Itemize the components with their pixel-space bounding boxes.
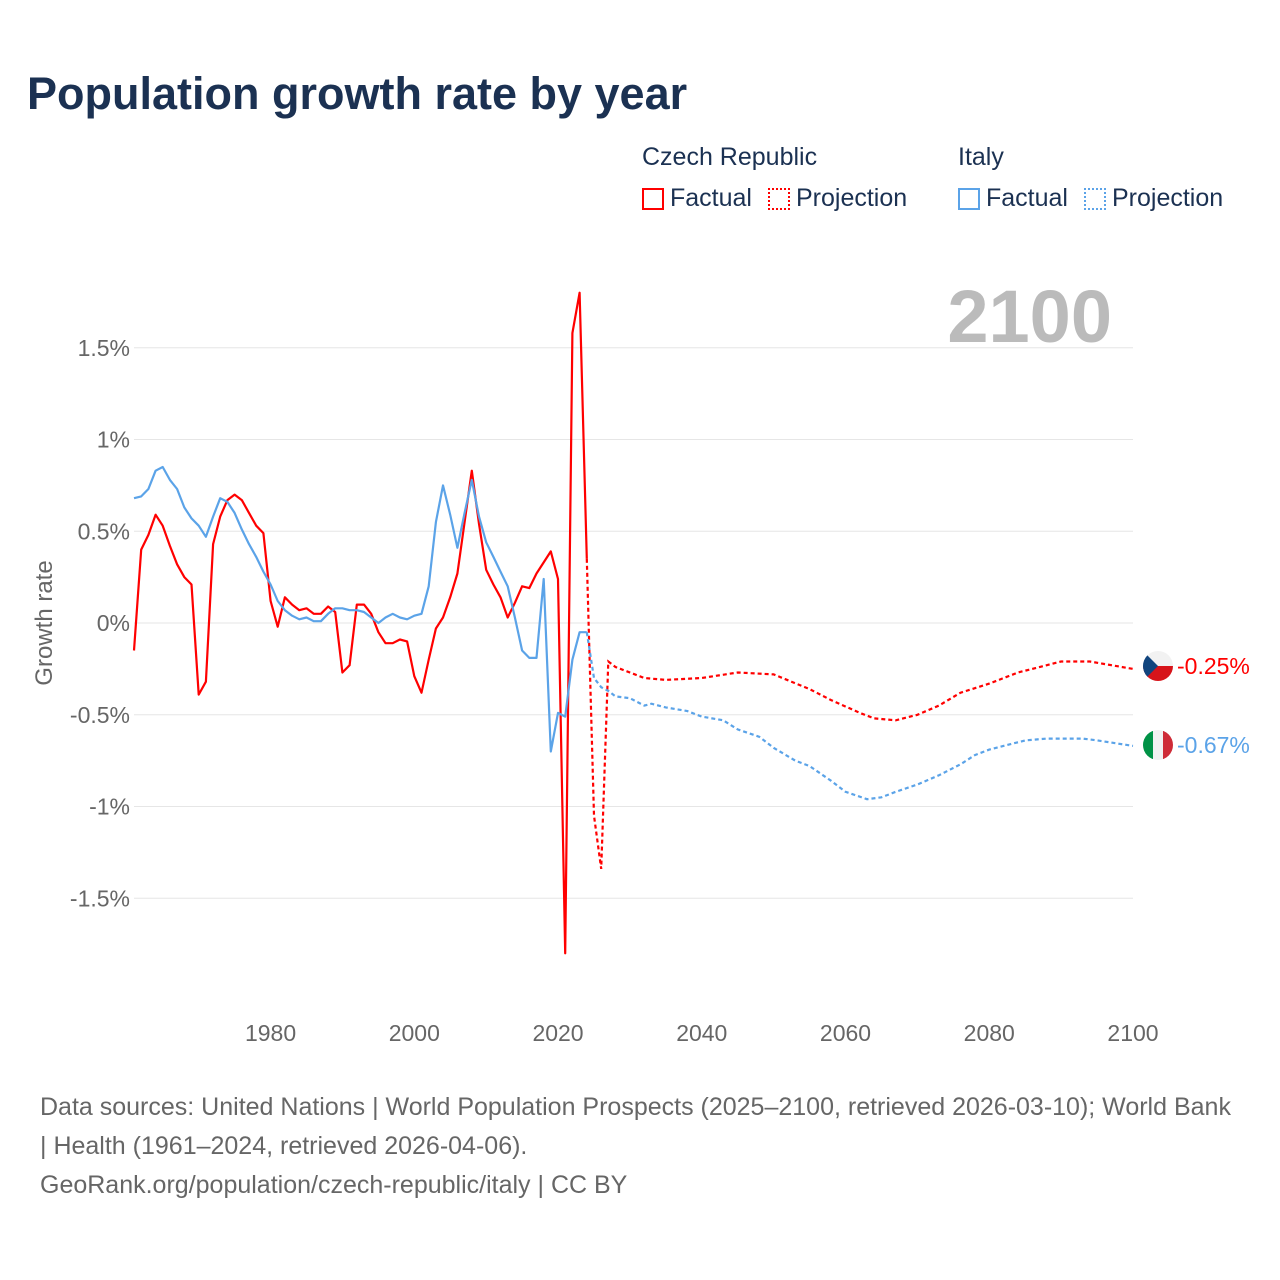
x-axis: 1980 2000 2020 2040 2060 2080 2100 <box>245 1020 1159 1046</box>
legend-italy-factual[interactable]: Factual <box>958 184 1068 213</box>
y-tick-label: 1% <box>97 427 130 453</box>
x-tick-label: 1980 <box>245 1020 296 1046</box>
y-tick-label: 1.5% <box>78 335 130 361</box>
legend-czech-projection[interactable]: Projection <box>767 184 908 213</box>
x-tick-label: 2080 <box>964 1020 1015 1046</box>
x-tick-label: 2000 <box>389 1020 440 1046</box>
legend-italy: Italy Factual Projection <box>958 143 1223 213</box>
czech-republic-factual-line <box>132 291 588 955</box>
y-tick-label: 0.5% <box>78 518 130 544</box>
projection-swatch-icon <box>1083 187 1106 210</box>
x-tick-label: 2040 <box>676 1020 727 1046</box>
x-tick-label: 2100 <box>1107 1020 1158 1046</box>
italy-flag-icon <box>1143 730 1173 760</box>
projection-swatch-icon <box>767 187 790 210</box>
factual-swatch-icon <box>958 187 980 210</box>
czech-republic-projection-line <box>585 558 1134 870</box>
footer: Data sources: United Nations | World Pop… <box>40 1088 1240 1205</box>
factual-swatch-icon <box>642 187 664 210</box>
gridlines <box>134 347 1133 899</box>
x-tick-label: 2060 <box>820 1020 871 1046</box>
legend-czech-republic: Czech Republic Factual Projection <box>642 143 907 213</box>
legend-label: Projection <box>795 184 908 212</box>
italy-projection-line <box>585 632 1134 801</box>
y-tick-label: -1% <box>89 794 130 820</box>
chart-title: Population growth rate by year <box>27 68 688 119</box>
czech-end-label: -0.25% <box>1177 653 1250 679</box>
legend-label: Factual <box>986 184 1068 212</box>
series-lines <box>132 291 1134 955</box>
y-tick-label: 0% <box>97 610 130 636</box>
italy-factual-line <box>133 465 587 753</box>
year-display: 2100 <box>947 275 1112 358</box>
legend-group-name: Czech Republic <box>642 143 818 171</box>
legend-label: Projection <box>1111 184 1224 212</box>
y-axis-label: Growth rate <box>31 560 58 685</box>
y-tick-label: -0.5% <box>70 702 130 728</box>
czech-flag-icon <box>1143 651 1173 681</box>
credit-link[interactable]: GeoRank.org/population/czech-republic/it… <box>40 1171 628 1199</box>
italy-end-label: -0.67% <box>1177 732 1250 758</box>
data-sources: Data sources: United Nations | World Pop… <box>40 1093 1231 1160</box>
legend-group-name: Italy <box>958 143 1004 171</box>
x-tick-label: 2020 <box>532 1020 583 1046</box>
y-axis: 1.5% 1% 0.5% 0% -0.5% -1% -1.5% <box>70 335 130 912</box>
y-tick-label: -1.5% <box>70 885 130 911</box>
legend-czech-factual[interactable]: Factual <box>642 184 752 213</box>
legend-italy-projection[interactable]: Projection <box>1083 184 1224 213</box>
legend-label: Factual <box>670 184 752 212</box>
